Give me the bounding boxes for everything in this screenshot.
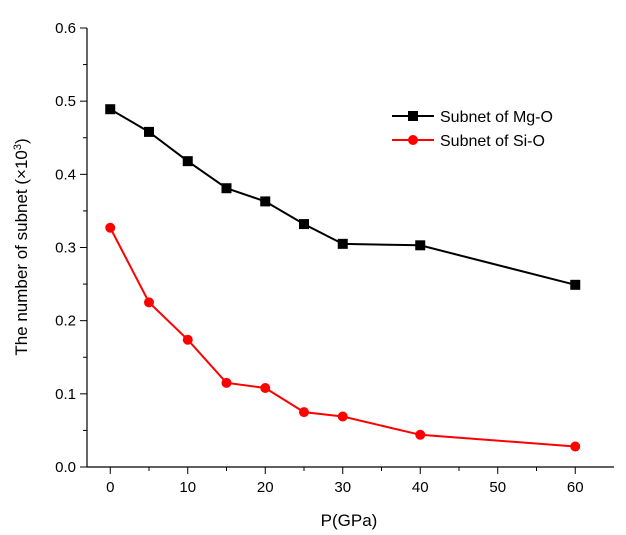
legend-marker [408,111,418,121]
data-point [260,196,271,207]
y-tick-label: 0.4 [55,166,76,183]
y-axis-label: The number of subnet (×103) [12,138,31,355]
legend-label: Subnet of Si-O [440,133,545,150]
x-tick-label: 10 [179,479,196,496]
legend-label: Subnet of Mg-O [440,109,553,126]
x-tick-label: 40 [412,479,429,496]
data-point [105,222,116,233]
data-point [182,334,193,345]
data-point [415,429,426,440]
y-tick-label: 0.0 [55,459,76,476]
y-axis-label-suffix: ) [12,138,31,144]
data-point [337,238,348,249]
x-axis-ticks: 0 10 20 30 40 50 60 [106,467,584,496]
y-tick-label: 0.2 [55,313,76,330]
y-tick-label: 0.5 [55,93,76,110]
x-axis-label: P(GPa) [321,511,378,530]
data-point [570,279,581,290]
x-tick-label: 20 [257,479,274,496]
plot-frame [86,28,614,468]
y-tick-label: 0.3 [55,240,76,257]
legend-marker [408,135,418,145]
series-mg-o [105,104,581,290]
x-tick-label: 60 [567,479,584,496]
legend-item: Subnet of Si-O [392,133,545,150]
data-point [260,382,271,393]
data-point [182,156,193,167]
y-axis-label-superscript: 3 [12,144,24,150]
y-axis-label-main: The number of subnet (×10 [12,150,31,356]
series-si-o [105,222,581,452]
data-point [570,441,581,452]
legend-item: Subnet of Mg-O [392,109,553,126]
data-point [337,411,348,422]
data-point [221,377,232,388]
y-axis-ticks: 0.0 0.1 0.2 0.3 0.4 0.5 0.6 [55,20,87,476]
y-tick-label: 0.1 [55,386,76,403]
data-point [415,240,426,251]
data-point [299,219,309,230]
x-tick-label: 30 [334,479,351,496]
series-layer [105,104,581,452]
x-tick-label: 50 [489,479,506,496]
data-point [299,407,309,418]
y-tick-label: 0.6 [55,20,76,37]
x-tick-label: 0 [106,479,114,496]
data-point [105,104,116,115]
data-point [144,126,154,137]
data-point [144,297,154,308]
data-point [221,183,232,194]
legend: Subnet of Mg-O Subnet of Si-O [392,109,553,150]
